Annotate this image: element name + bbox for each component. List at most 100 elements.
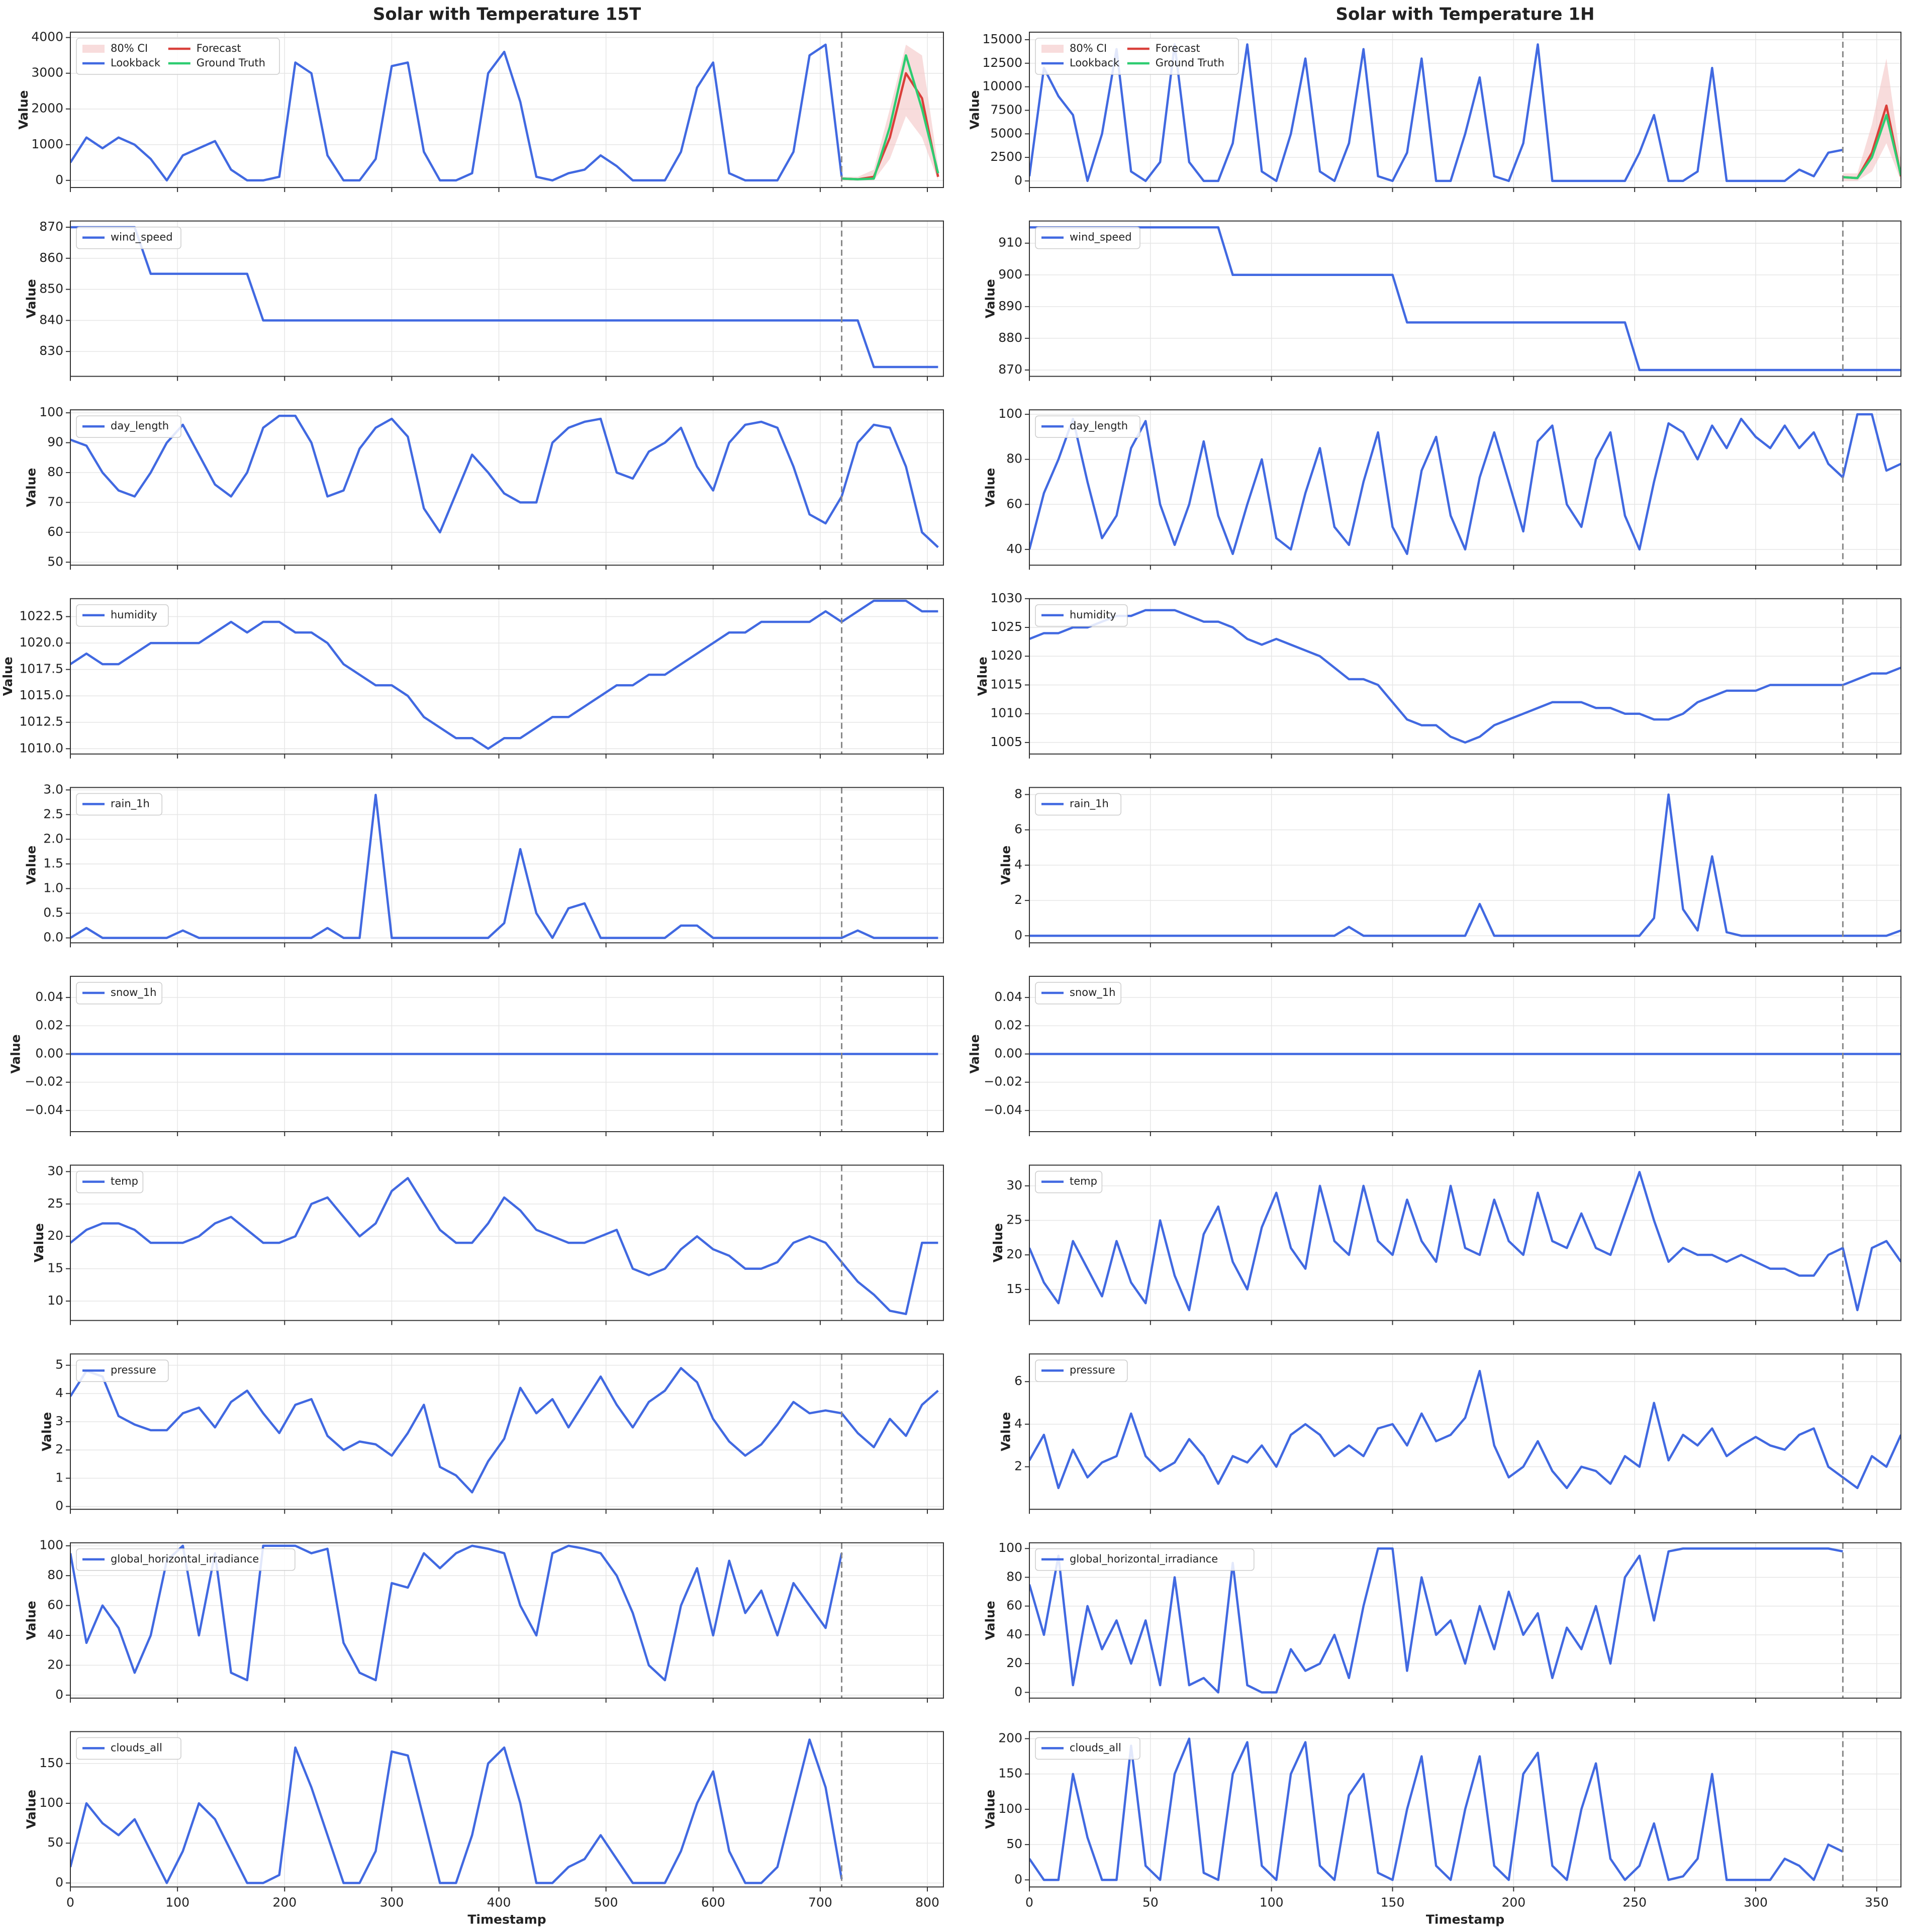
y-axis-label: Value [24,468,39,507]
y-tick-label: 8 [1014,786,1022,801]
y-tick-label: 30 [47,1163,63,1178]
y-tick-label: 2500 [990,149,1022,164]
legend-label: day_length [111,420,169,432]
y-axis-label: Value [983,1601,998,1640]
y-tick-label: 100 [998,1801,1022,1816]
y-tick-label: 50 [47,554,63,569]
y-axis-label: Value [24,1601,39,1640]
series-line [70,1544,843,1682]
x-tick-label: 500 [594,1895,618,1909]
y-tick-label: 60 [1006,1598,1022,1613]
y-tick-label: 30 [1006,1178,1022,1192]
legend-label: day_length [1070,420,1128,432]
series-line [70,793,938,939]
y-tick-label: 0.04 [35,989,63,1004]
y-tick-label: 70 [47,494,63,509]
axes-frame [1029,976,1901,1132]
y-tick-label: 15000 [982,32,1022,46]
y-tick-label: 3.0 [43,782,63,796]
y-tick-label: 870 [39,219,63,234]
plot-area [1029,1737,1844,1881]
y-tick-label: −0.02 [25,1074,63,1089]
y-tick-label: 10000 [982,79,1022,94]
y-tick-label: 2.5 [43,806,63,821]
series-line [70,1177,938,1315]
legend-label: Forecast [1156,42,1200,54]
y-tick-label: 900 [998,267,1022,282]
y-tick-label: 50 [1006,1836,1022,1851]
legend-label: Lookback [111,57,161,69]
subplot: 0 50 100 150 200 0 50 100 150 200 250 300 350 clouds_… [983,1730,1901,1926]
y-tick-label: 4 [1014,1416,1022,1431]
axes-frame [1029,598,1901,755]
plot-area [70,1367,939,1494]
plot-area [70,1738,843,1884]
axes-frame [70,32,944,188]
x-tick-label: 150 [1381,1895,1405,1909]
plot-area [70,1544,843,1682]
y-tick-label: 0 [55,1875,63,1889]
legend: humidity [1035,604,1128,627]
plot-area [1029,413,1901,556]
legend-label: clouds_all [111,1741,162,1754]
y-tick-label: 6 [1014,822,1022,837]
legend-label: pressure [111,1364,156,1376]
y-axis-label: Value [999,846,1013,885]
x-tick-label: 800 [915,1895,939,1909]
y-axis-label: Value [24,279,39,318]
legend: 80% CI Lookback Forecast Ground Truth [1035,38,1239,75]
x-axis-label: Timestamp [467,1912,546,1926]
x-tick-label: 200 [272,1895,297,1909]
axes-frame [1029,32,1901,188]
legend: temp [76,1170,144,1193]
chart-title: Solar with Temperature 1H [1336,5,1595,25]
y-tick-label: 1000 [31,137,63,151]
legend-label: temp [111,1175,138,1187]
plot-area [1029,1547,1843,1694]
ci-band [1843,58,1901,181]
subplot: 1005 1010 1015 1020 1025 1030 humidity Value [975,591,1901,759]
series-line [1843,114,1901,179]
series-line [70,1367,939,1494]
y-tick-label: 3 [55,1414,63,1428]
x-tick-label: 0 [66,1895,74,1909]
legend: day_length [1035,415,1140,438]
axes-frame [1029,1731,1901,1888]
y-tick-label: 5000 [990,126,1022,140]
y-tick-label: 1.5 [43,856,63,870]
subplot: −0.04 −0.02 0.00 0.02 0.04 snow_1h Value [968,976,1901,1136]
subplot: 830 840 850 860 870 wind_speed Value [24,219,944,381]
series-line [1029,413,1901,556]
y-tick-label: 5 [55,1357,63,1372]
y-axis-label: Value [968,1034,982,1073]
y-axis-label: Value [24,1790,39,1829]
y-tick-label: 1015.0 [20,688,63,702]
y-tick-label: 2 [1014,892,1022,907]
y-tick-label: 60 [47,524,63,539]
legend-box [76,1737,181,1760]
y-tick-label: 1020 [990,648,1022,663]
legend-box [76,1359,169,1382]
legend-label: Ground Truth [1156,57,1224,69]
y-tick-label: 4000 [31,30,63,44]
legend-box [76,1548,296,1571]
plot-area [70,1177,938,1315]
y-tick-label: 0.02 [994,1018,1022,1032]
subplot: −0.04 −0.02 0.00 0.02 0.04 snow_1h Value [9,976,944,1136]
legend: clouds_all [1035,1737,1140,1760]
legend-box [76,1170,144,1193]
y-tick-label: 7500 [990,102,1022,117]
axes-frame [1029,1353,1901,1510]
y-tick-label: 150 [998,1766,1022,1781]
x-tick-label: 350 [1865,1895,1889,1909]
plot-area [1029,226,1901,372]
legend: temp [1035,1170,1103,1193]
legend-label: global_horizontal_irradiance [111,1553,259,1566]
y-axis-label: Value [999,1412,1013,1451]
y-tick-label: 0.00 [994,1046,1022,1061]
y-tick-label: 2 [1014,1459,1022,1474]
legend: snow_1h [76,982,162,1004]
y-axis-label: Value [9,1034,23,1073]
y-tick-label: 850 [39,282,63,296]
